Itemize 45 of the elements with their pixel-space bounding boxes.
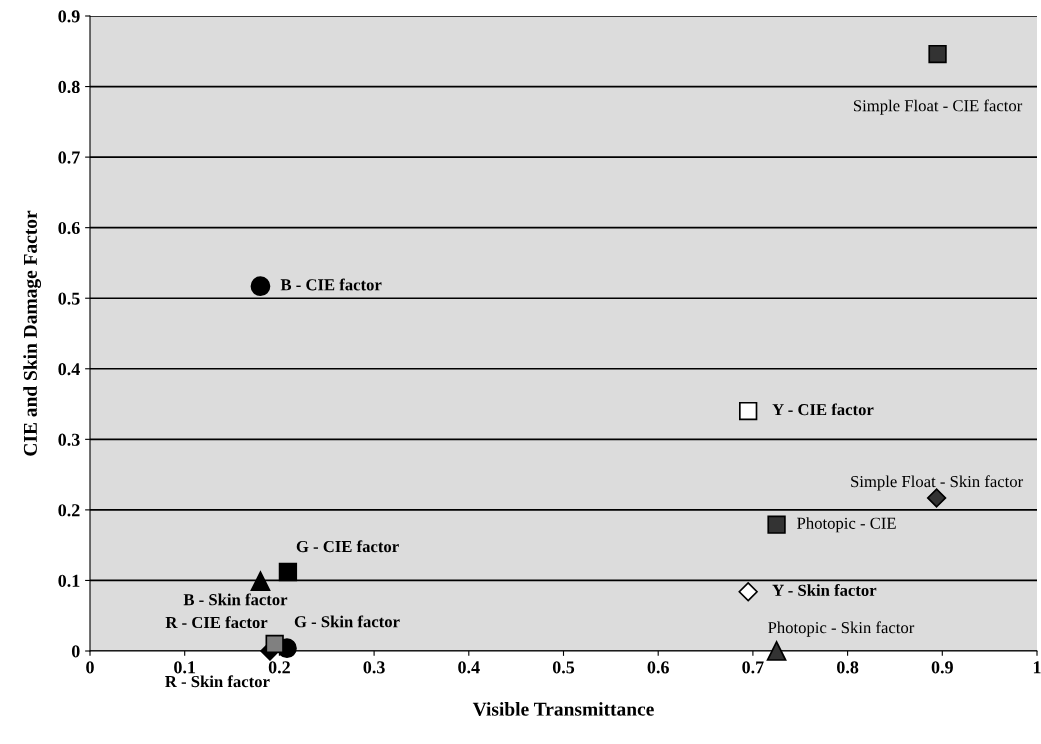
y-tick-label: 0.7: [58, 151, 80, 164]
point: [265, 634, 284, 654]
x-tick-label: 0.1: [174, 661, 196, 674]
y-tick-label: 0.9: [58, 10, 80, 23]
x-tick-label: 0.4: [458, 661, 480, 674]
x-tick-label: 0.8: [837, 661, 859, 674]
y-tick-label: 0: [71, 645, 80, 658]
point: [250, 276, 271, 297]
x-tick-label: 0.2: [268, 661, 290, 674]
x-tick-label: 0.3: [363, 661, 385, 674]
point: [926, 488, 947, 508]
series-label: Photopic - Skin factor: [768, 621, 915, 637]
y-tick-label: 0.3: [58, 433, 80, 446]
series-label: R - CIE factor: [165, 616, 268, 629]
x-axis-title: Visible Transmittance: [472, 702, 654, 716]
series-label: Y - CIE factor: [772, 403, 874, 416]
y-tick-label: 0.1: [58, 574, 80, 587]
series-label: Simple Float - Skin factor: [851, 475, 1024, 491]
series-label: G - Skin factor: [294, 615, 400, 628]
x-tick-label: 0.7: [742, 661, 764, 674]
series-label: G - CIE factor: [296, 540, 399, 553]
x-tick-label: 1: [1033, 661, 1041, 674]
x-tick-label: 0: [86, 661, 94, 674]
x-tick-label: 0.6: [647, 661, 669, 674]
text: Simple Float - CIE factor: [853, 99, 1023, 115]
x-tick-label: 0.5: [552, 661, 575, 674]
x-tick-label: 0.9: [931, 661, 953, 674]
point: [738, 582, 758, 602]
point: [250, 571, 271, 592]
y-tick-label: 0.5: [58, 292, 80, 305]
series-label: R - Skin factor: [165, 675, 270, 688]
series-label: Photopic - CIE: [797, 517, 896, 533]
y-tick-label: 0.2: [58, 504, 80, 517]
series-label: B - CIE factor: [280, 278, 382, 291]
y-axis-title: CIE and Skin Damage Factor: [23, 210, 42, 456]
point: [928, 44, 947, 64]
point: [767, 515, 786, 534]
y-tick-label: 0.6: [58, 221, 80, 235]
point: [738, 401, 758, 421]
series-label: B - Skin factor: [183, 593, 288, 606]
y-tick-label: 0.4: [58, 363, 80, 376]
point: [766, 641, 787, 661]
point: [278, 562, 298, 582]
y-tick-label: 0.8: [58, 80, 80, 94]
series-label: Y - Skin factor: [772, 584, 877, 596]
